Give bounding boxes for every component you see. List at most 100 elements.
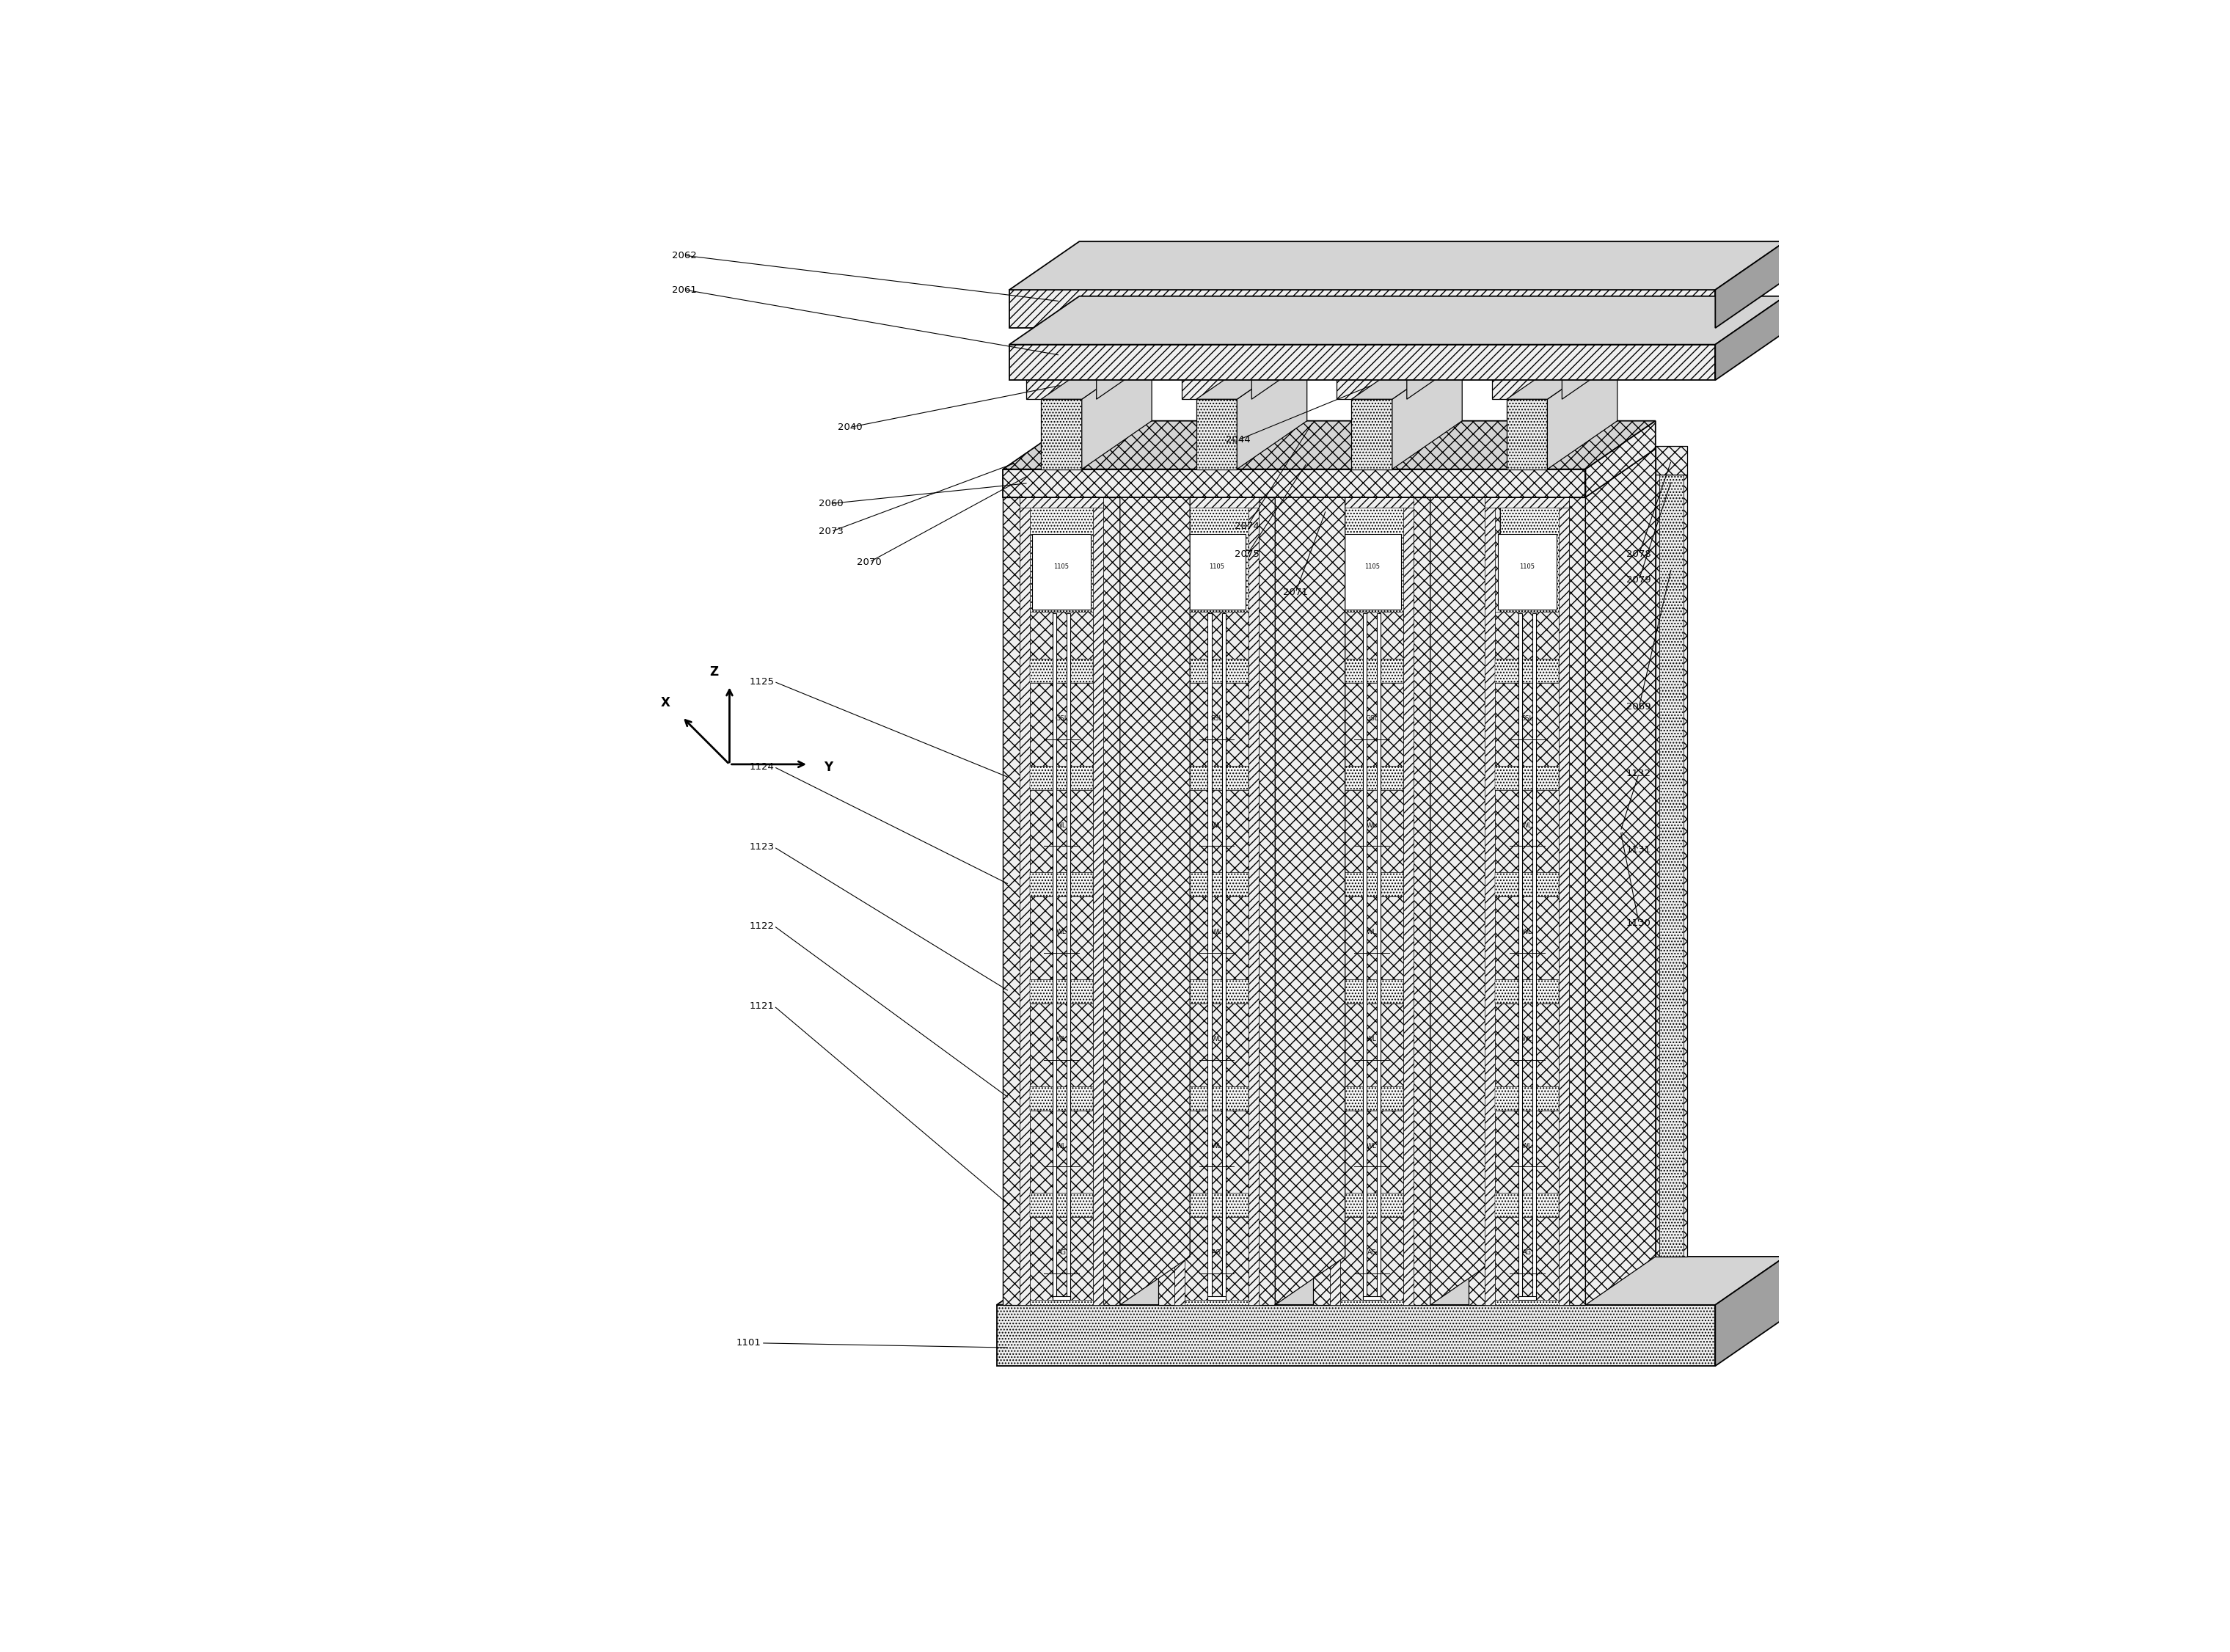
Text: 1105: 1105 xyxy=(1365,563,1380,570)
Text: WL: WL xyxy=(1057,1036,1066,1042)
Bar xyxy=(1496,1110,1559,1193)
Text: 1130: 1130 xyxy=(1626,919,1650,928)
Text: WL: WL xyxy=(1367,928,1376,935)
Bar xyxy=(1340,980,1403,1003)
Text: 1101: 1101 xyxy=(736,1338,760,1348)
Polygon shape xyxy=(1715,1257,1786,1366)
Bar xyxy=(1030,872,1093,897)
Text: 2071: 2071 xyxy=(1282,588,1307,598)
Bar xyxy=(1499,534,1557,610)
Bar xyxy=(1004,497,1119,1305)
Bar xyxy=(1519,613,1521,1300)
Polygon shape xyxy=(1586,449,1655,1305)
Text: 2073: 2073 xyxy=(818,527,843,537)
Text: WL: WL xyxy=(1367,1036,1376,1042)
Bar xyxy=(1030,980,1093,1003)
Bar xyxy=(1030,1085,1093,1110)
Polygon shape xyxy=(1010,296,1786,345)
Bar xyxy=(1340,682,1403,765)
Bar xyxy=(1519,1297,1536,1300)
Bar xyxy=(1184,1003,1249,1085)
Polygon shape xyxy=(1336,322,1476,372)
Text: WL: WL xyxy=(1057,823,1066,829)
Bar xyxy=(1329,497,1414,507)
Polygon shape xyxy=(1313,449,1501,497)
Bar xyxy=(1496,765,1559,790)
Bar xyxy=(1030,1193,1093,1218)
Text: GSL: GSL xyxy=(1055,715,1068,722)
Text: WL: WL xyxy=(1521,1036,1532,1042)
Text: 1132: 1132 xyxy=(1626,768,1650,778)
Polygon shape xyxy=(1010,241,1786,289)
Polygon shape xyxy=(1276,449,1345,1305)
Bar xyxy=(1030,897,1093,980)
Polygon shape xyxy=(1470,449,1655,497)
Text: 1124: 1124 xyxy=(749,762,774,771)
Bar xyxy=(1184,872,1249,897)
Bar xyxy=(1030,659,1093,682)
Text: 2062: 2062 xyxy=(671,251,698,261)
Bar xyxy=(1496,872,1559,897)
Bar xyxy=(1026,372,1097,400)
Bar xyxy=(1655,474,1688,1257)
Text: SSL: SSL xyxy=(1211,715,1222,722)
Text: WL: WL xyxy=(1367,823,1376,829)
Bar xyxy=(1184,1110,1249,1193)
Bar xyxy=(1342,534,1400,610)
Bar xyxy=(1182,372,1251,400)
Bar xyxy=(1559,497,1570,1305)
Text: WL: WL xyxy=(1521,1143,1532,1150)
Bar xyxy=(1496,1085,1559,1110)
Text: WL: WL xyxy=(1057,1143,1066,1150)
Bar xyxy=(1470,497,1586,1305)
Text: AG: AG xyxy=(1057,1249,1066,1256)
Bar xyxy=(1313,497,1429,1305)
Bar xyxy=(1195,400,1238,469)
Bar xyxy=(1030,790,1093,872)
Polygon shape xyxy=(1251,322,1322,400)
Bar xyxy=(1403,497,1414,1305)
Polygon shape xyxy=(997,1257,1786,1305)
Bar xyxy=(1340,790,1403,872)
Bar xyxy=(1010,289,1715,329)
Bar xyxy=(1030,611,1093,659)
Bar xyxy=(1184,765,1249,790)
Bar xyxy=(1093,497,1104,1305)
Bar xyxy=(1030,1218,1093,1300)
Text: 2044: 2044 xyxy=(1227,434,1251,444)
Bar xyxy=(1184,1085,1249,1110)
Polygon shape xyxy=(1492,322,1632,372)
Bar xyxy=(1030,765,1093,790)
Text: 1105: 1105 xyxy=(1209,563,1224,570)
Bar xyxy=(1496,790,1559,872)
Text: WL: WL xyxy=(1211,823,1222,829)
Bar xyxy=(1175,497,1184,1305)
Bar xyxy=(1655,446,1688,474)
Bar xyxy=(1030,1003,1093,1085)
Bar xyxy=(1066,613,1070,1300)
Text: 1105: 1105 xyxy=(1055,563,1068,570)
Polygon shape xyxy=(1004,449,1191,497)
Bar xyxy=(1175,497,1258,1305)
Polygon shape xyxy=(1157,449,1345,497)
Polygon shape xyxy=(1041,350,1151,400)
Text: 1123: 1123 xyxy=(749,843,774,852)
Bar xyxy=(1209,1297,1226,1300)
Bar xyxy=(1010,345,1715,380)
Bar xyxy=(1351,400,1392,469)
Bar xyxy=(1030,682,1093,765)
Bar xyxy=(1222,613,1226,1300)
Text: 2075: 2075 xyxy=(1235,550,1260,558)
Bar xyxy=(1004,469,1586,497)
Bar xyxy=(1329,497,1340,1305)
Bar xyxy=(1184,897,1249,980)
Polygon shape xyxy=(1407,322,1476,400)
Bar xyxy=(1340,1218,1403,1300)
Bar xyxy=(1496,1193,1559,1218)
Bar xyxy=(1209,613,1211,1300)
Bar xyxy=(1041,400,1082,469)
Bar xyxy=(1019,497,1104,1305)
Text: WL: WL xyxy=(1521,928,1532,935)
Bar xyxy=(1184,659,1249,682)
Bar xyxy=(1496,897,1559,980)
